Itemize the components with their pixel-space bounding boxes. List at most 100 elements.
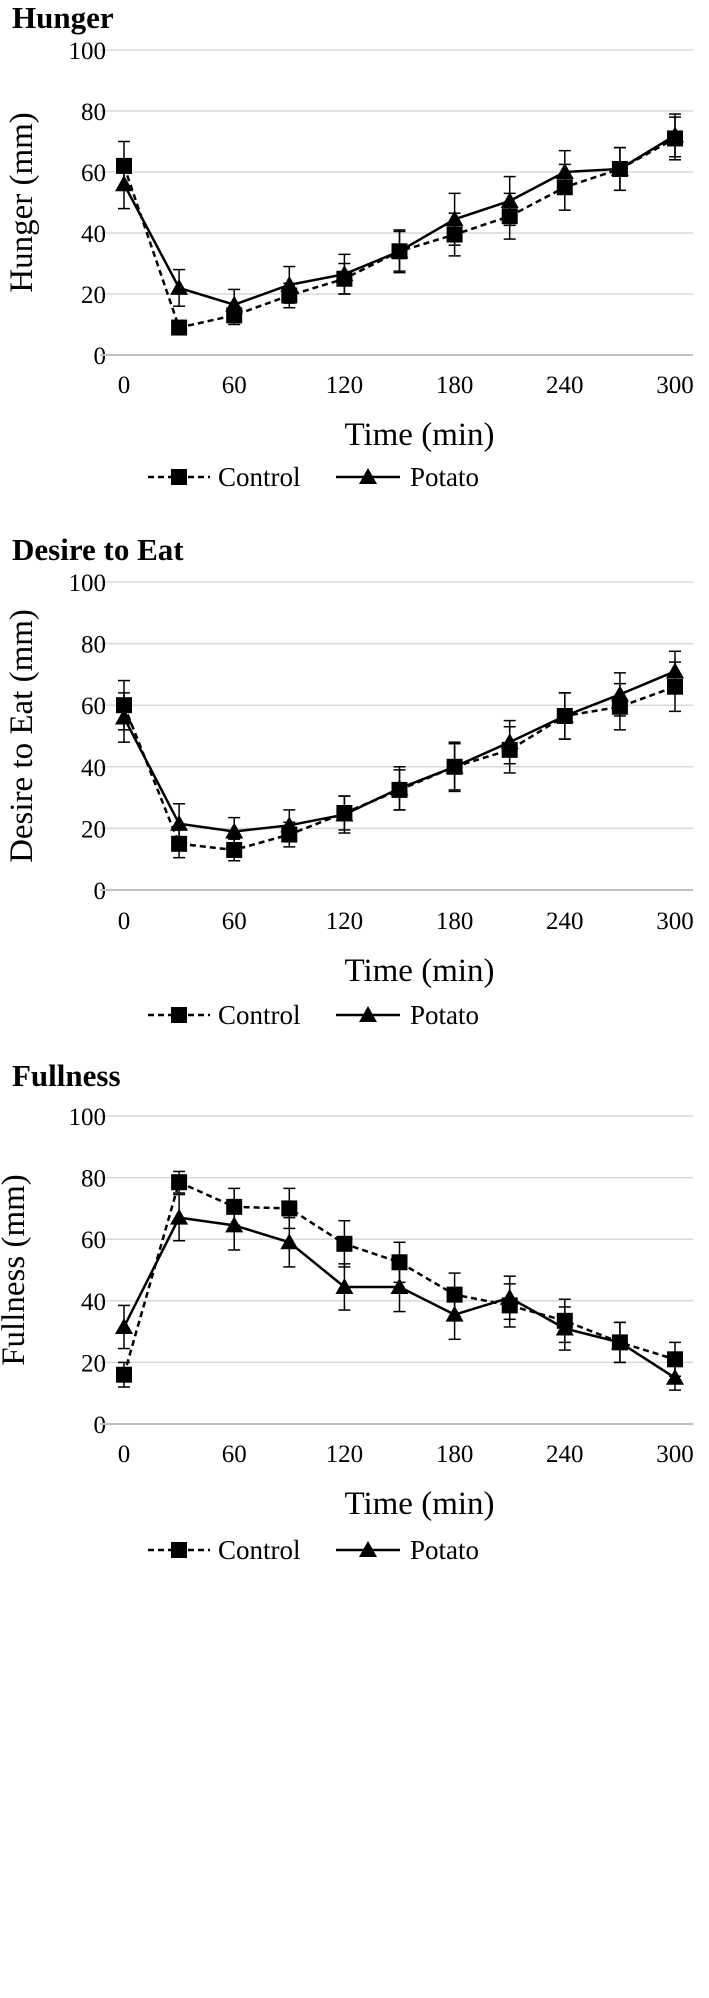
series-line: [122, 134, 676, 306]
data-point: [170, 278, 189, 295]
x-tick-label: 120: [326, 1441, 364, 1468]
series-potato: [115, 1193, 684, 1391]
data-point: [115, 708, 133, 725]
legend-marker: [359, 1541, 377, 1557]
x-tick-label: 0: [118, 1441, 131, 1468]
x-axis-title: Time (min): [344, 953, 494, 989]
y-axis-title: Fullness (mm): [0, 1174, 32, 1366]
legend-label: Control: [218, 462, 301, 492]
data-point: [225, 295, 244, 312]
y-axis-title: Hunger (mm): [4, 112, 40, 293]
y-tick-label: 40: [81, 1289, 106, 1316]
y-tick-label: 100: [69, 38, 107, 65]
data-point: [116, 1366, 132, 1383]
chart-panel-1: Hunger 0 20 40 60 80 100 0 60 120 180 240 300 Time (m…: [4, 0, 694, 492]
data-point: [555, 706, 574, 723]
legend-marker: [171, 1007, 187, 1023]
y-tick-label: 20: [81, 1350, 106, 1377]
data-point: [390, 242, 409, 259]
y-tick-label: 100: [69, 570, 107, 597]
legend-label: Potato: [410, 462, 479, 492]
x-tick-label: 300: [656, 908, 694, 935]
series-potato: [115, 650, 684, 847]
x-axis-title: Time (min): [344, 1486, 494, 1522]
y-tick-label: 60: [81, 160, 106, 187]
data-point: [335, 1277, 354, 1294]
data-point: [555, 1319, 574, 1336]
data-point: [170, 1208, 189, 1225]
y-tick-label: 60: [81, 693, 106, 720]
x-tick-label: 240: [546, 372, 584, 399]
data-point: [335, 805, 354, 822]
x-tick-label: 60: [222, 908, 247, 935]
series-line: [122, 1180, 676, 1376]
data-point: [555, 163, 574, 179]
data-point: [225, 822, 244, 839]
data-point: [610, 685, 629, 702]
data-point: [667, 1351, 683, 1368]
x-tick-label: 300: [656, 1441, 694, 1468]
legend: Control Potato: [148, 1535, 479, 1565]
y-tick-label: 80: [81, 1166, 106, 1193]
x-tick-label: 180: [436, 372, 474, 399]
chart-title: Desire to Eat: [12, 532, 184, 567]
data-point: [280, 1233, 299, 1250]
data-point: [610, 159, 629, 176]
data-point: [335, 265, 354, 282]
x-tick-label: 180: [436, 908, 474, 935]
data-point: [280, 275, 299, 292]
data-point: [666, 1368, 684, 1385]
chart-title: Hunger: [12, 0, 114, 35]
data-point: [445, 1305, 464, 1322]
data-point: [445, 757, 464, 774]
series-control: [116, 661, 683, 862]
legend-label: Control: [218, 1535, 301, 1565]
data-point: [170, 814, 189, 831]
legend-label: Potato: [410, 1535, 479, 1565]
y-axis-title: Desire to Eat (mm): [4, 609, 40, 863]
data-point: [390, 1277, 409, 1294]
series-potato: [115, 113, 684, 321]
series-control: [116, 116, 683, 336]
chart-panel-3: Fullness 0 20 40 60 80 100 0 60 120 180 240 300 Time …: [0, 1058, 694, 1565]
legend-label: Control: [218, 1000, 301, 1030]
legend-label: Potato: [410, 1000, 479, 1030]
x-tick-label: 240: [546, 908, 584, 935]
x-tick-label: 240: [546, 1441, 584, 1468]
data-point: [610, 1333, 629, 1350]
y-tick-label: 100: [69, 1104, 107, 1131]
y-tick-label: 0: [94, 878, 107, 905]
legend: Control Potato: [148, 462, 479, 492]
chart-panel-2: Desire to Eat 0 20 40 60 80 100 0 60 120 180 240 300…: [4, 532, 694, 1030]
x-tick-label: 120: [326, 908, 364, 935]
data-point: [666, 662, 684, 679]
data-point: [115, 175, 133, 192]
y-tick-label: 20: [81, 282, 106, 309]
legend-marker: [359, 468, 377, 484]
x-tick-label: 120: [326, 372, 364, 399]
data-point: [336, 1235, 353, 1252]
x-tick-label: 0: [118, 372, 131, 399]
data-point: [171, 319, 188, 336]
data-point: [281, 1200, 298, 1217]
data-point: [280, 816, 299, 833]
y-tick-label: 0: [94, 343, 107, 370]
y-tick-label: 80: [81, 99, 106, 126]
y-tick-label: 60: [81, 1227, 106, 1254]
x-tick-label: 0: [118, 908, 131, 935]
data-point: [390, 779, 409, 796]
x-tick-label: 60: [222, 372, 247, 399]
y-tick-label: 20: [81, 816, 106, 843]
y-tick-label: 40: [81, 221, 106, 248]
data-point: [115, 1317, 133, 1334]
data-point: [500, 733, 519, 750]
x-axis-title: Time (min): [344, 417, 494, 453]
y-tick-label: 40: [81, 755, 106, 782]
chart-title: Fullness: [12, 1058, 121, 1093]
legend-marker: [359, 1006, 377, 1022]
legend: Control Potato: [148, 1000, 479, 1030]
x-tick-label: 180: [436, 1441, 474, 1468]
data-point: [500, 191, 519, 208]
